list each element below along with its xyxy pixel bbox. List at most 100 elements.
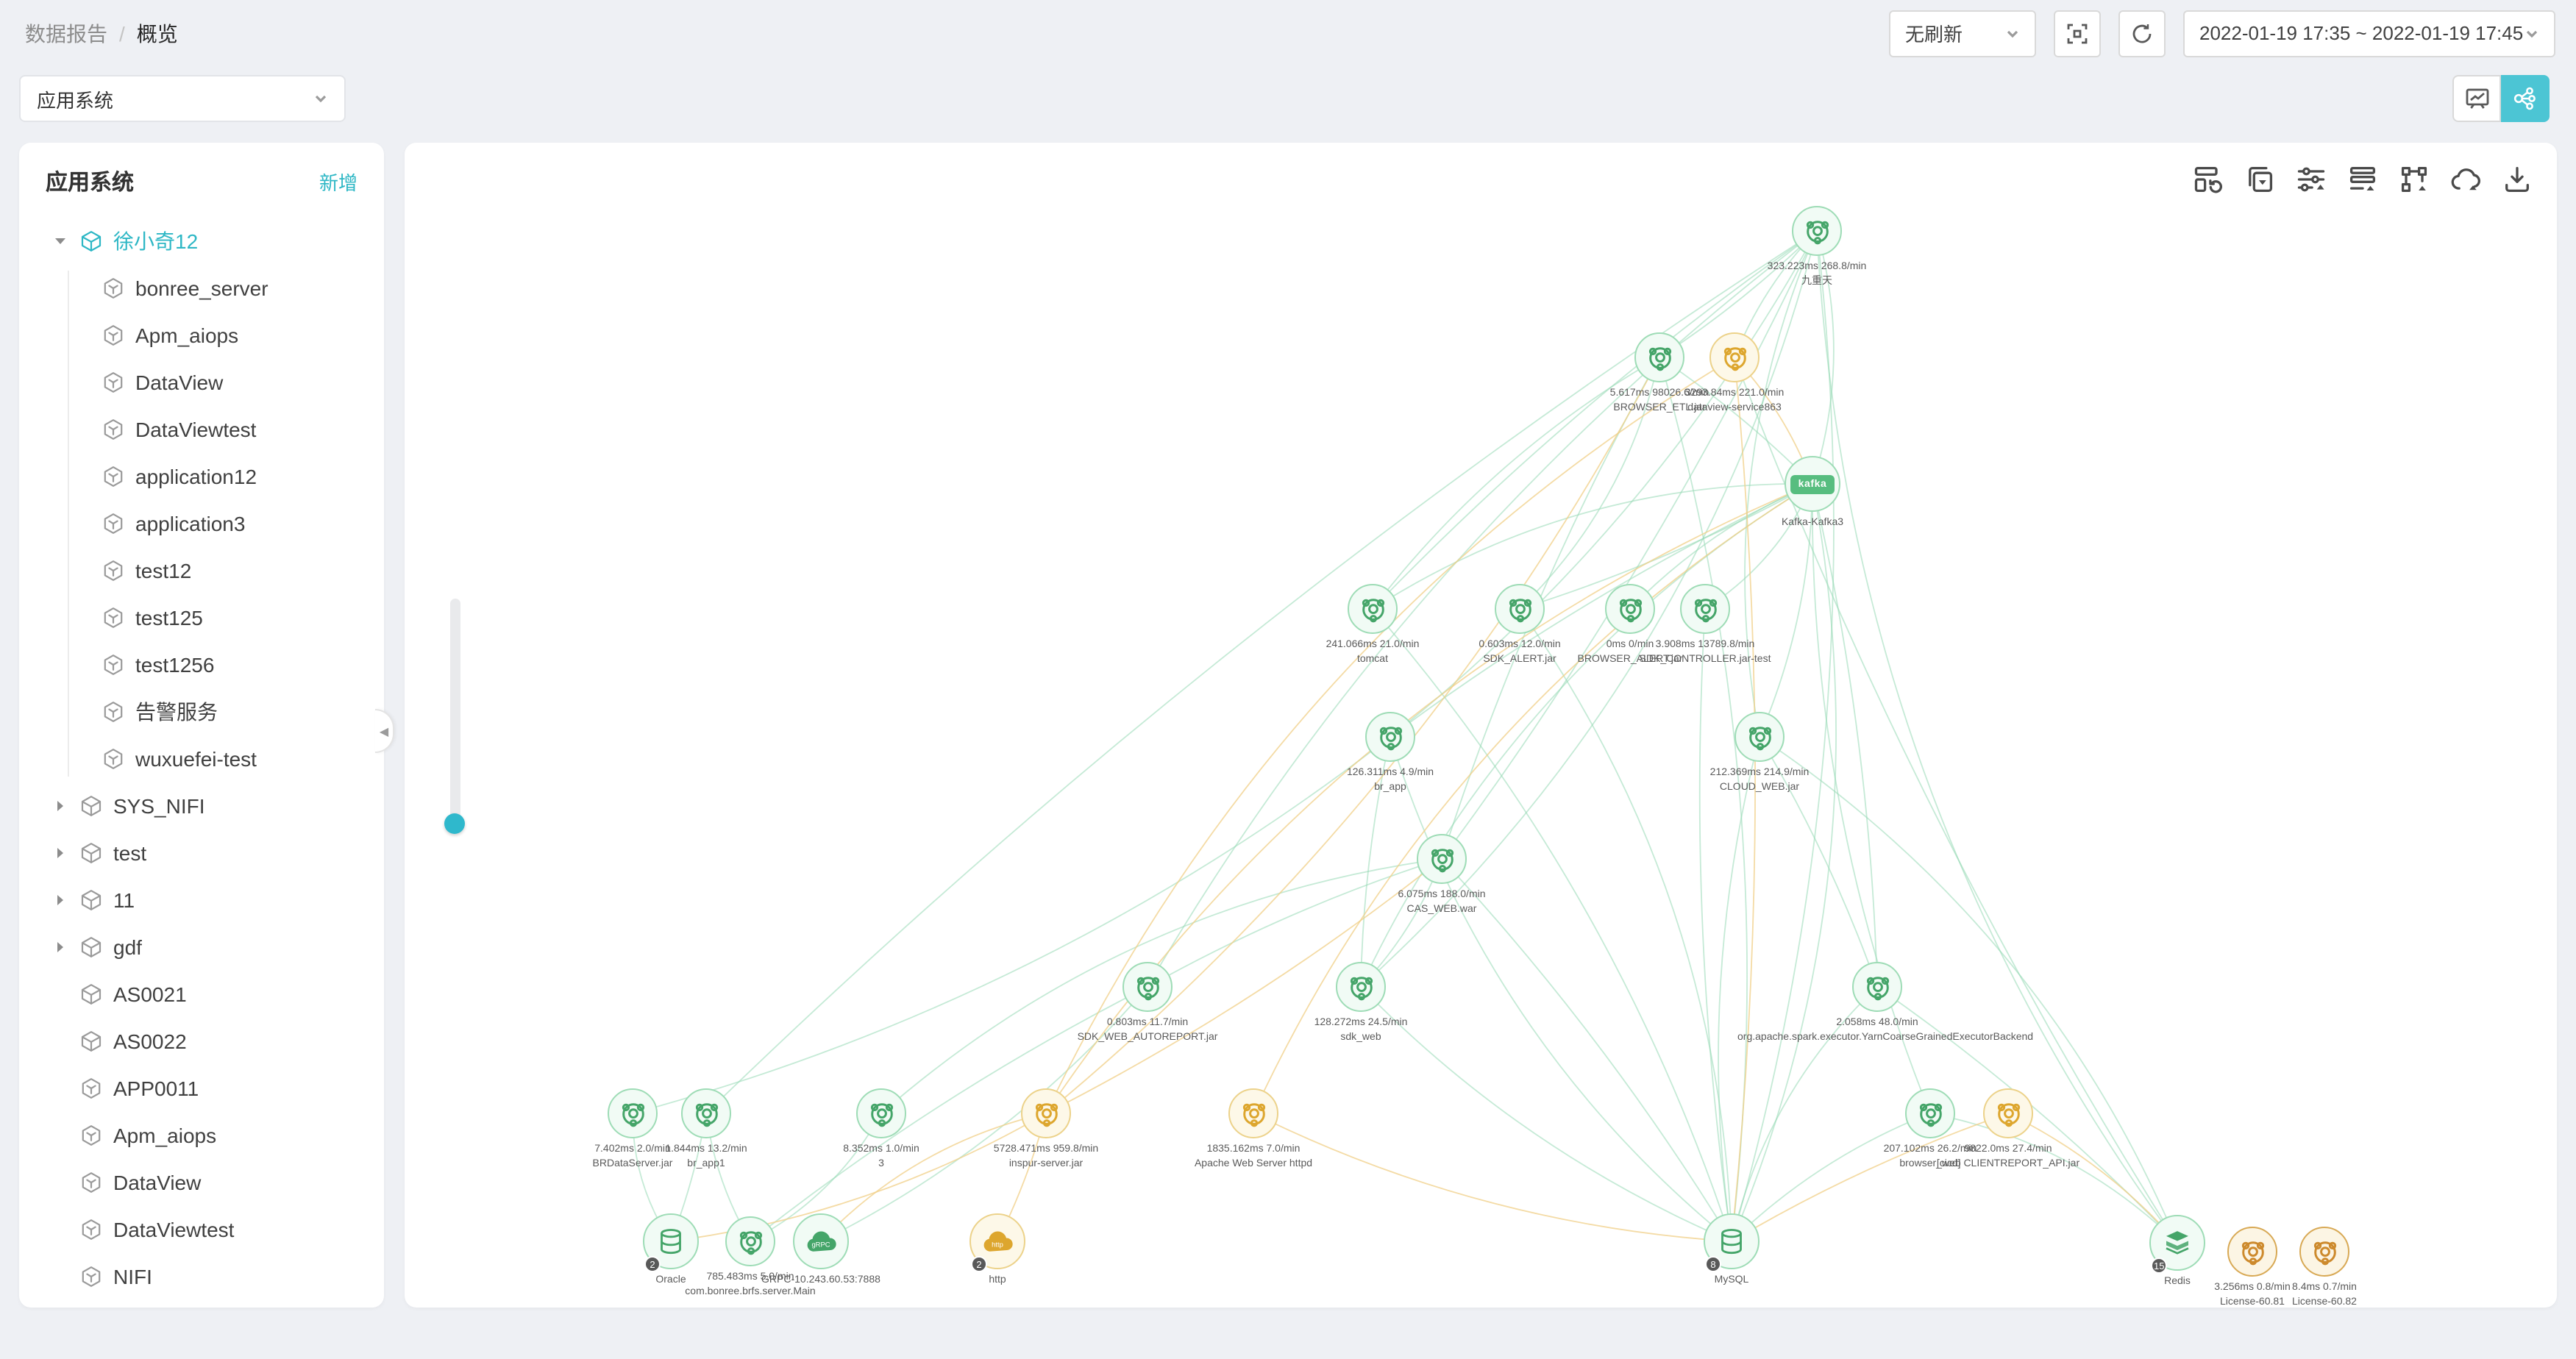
refresh-mode-select[interactable]: 无刷新 [1889, 10, 2036, 57]
edge-19-4 [1253, 483, 1813, 1114]
node-circle[interactable] [856, 1088, 906, 1138]
tree-item-AS0021[interactable]: AS0021 [19, 971, 384, 1018]
download-icon[interactable] [2501, 163, 2533, 196]
tree-item-label: wuxuefei-test [135, 747, 257, 771]
node-title: br_app [1374, 782, 1406, 793]
topology-canvas[interactable]: 323.223ms 268.8/min 九重天 5.617ms 98026.6/mi… [405, 143, 2557, 1308]
topology-view-button[interactable] [2501, 75, 2550, 122]
caret-right-icon[interactable] [51, 797, 69, 815]
breadcrumb-current: 概览 [136, 21, 178, 45]
tree-item-application12[interactable]: application12 [19, 1300, 384, 1308]
node-circle[interactable] [1905, 1088, 1955, 1138]
zoom-slider[interactable] [444, 599, 465, 849]
tree-item-SYS_NIFI[interactable]: SYS_NIFI [19, 782, 384, 830]
caret-right-icon[interactable] [51, 844, 69, 862]
node-circle[interactable] [725, 1216, 775, 1266]
node-circle[interactable] [2299, 1227, 2349, 1277]
tree-item-gdf[interactable]: gdf [19, 924, 384, 971]
system-icon [79, 888, 103, 912]
app-icon [102, 747, 125, 771]
layout-refresh-icon[interactable] [2192, 163, 2224, 196]
tree-item-test125[interactable]: test125 [19, 594, 384, 641]
tree-item-DataViewtest[interactable]: DataViewtest [19, 1206, 384, 1253]
tree-item-APP0011[interactable]: APP0011 [19, 1065, 384, 1112]
copy-dropdown-icon[interactable] [2244, 163, 2276, 196]
tree-item-label: SYS_NIFI [113, 794, 205, 818]
node-circle[interactable] [1417, 834, 1467, 884]
node-circle[interactable] [681, 1088, 731, 1138]
node-metrics: 128.272ms 24.5/min [1314, 1018, 1408, 1028]
app-icon [102, 371, 125, 394]
topology-nodes-icon[interactable] [2398, 163, 2430, 196]
breadcrumb-section[interactable]: 数据报告 [25, 21, 107, 45]
tree-item-告警服务[interactable]: 告警服务 [19, 688, 384, 735]
node-circle[interactable] [1734, 712, 1785, 762]
tree-item-Apm_aiops[interactable]: Apm_aiops [19, 1112, 384, 1159]
app-icon [102, 465, 125, 488]
node-circle[interactable] [2227, 1227, 2277, 1277]
edge-1-4 [1812, 230, 1835, 485]
tree-item-wuxuefei-test[interactable]: wuxuefei-test [19, 735, 384, 782]
node-label: 0.803ms 11.7/min SDK_WEB_AUTOREPORT.jar [1008, 1016, 1287, 1046]
list-rows-icon[interactable] [2346, 163, 2379, 196]
tree-item-徐小奇12[interactable]: 徐小奇12 [19, 218, 384, 265]
system-type-select[interactable]: 应用系统 [19, 75, 346, 122]
tree-item-DataView[interactable]: DataView [19, 1159, 384, 1206]
node-circle[interactable] [1704, 1213, 1760, 1269]
filter-settings-icon[interactable] [2295, 163, 2327, 196]
caret-right-icon[interactable] [51, 891, 69, 909]
tree-item-AS0022[interactable]: AS0022 [19, 1018, 384, 1065]
node-title: Kafka-Kafka3 [1781, 518, 1844, 528]
tree-item-DataView[interactable]: DataView [19, 359, 384, 406]
node-circle[interactable]: kafka [1785, 456, 1840, 512]
node-circle[interactable] [1365, 712, 1415, 762]
zoom-slider-track[interactable] [450, 599, 460, 822]
chart-view-button[interactable] [2452, 75, 2501, 122]
sidebar-collapse-handle[interactable]: ◀ [375, 709, 394, 753]
tree-item-Apm_aiops[interactable]: Apm_aiops [19, 312, 384, 359]
node-circle[interactable] [1605, 584, 1655, 634]
add-system-link[interactable]: 新增 [319, 172, 357, 194]
node-circle[interactable] [1634, 332, 1684, 382]
caret-down-icon[interactable] [51, 232, 69, 250]
node-title: Oracle [655, 1275, 686, 1285]
tree-item-11[interactable]: 11 [19, 877, 384, 924]
node-circle[interactable] [1983, 1088, 2033, 1138]
node-circle[interactable] [1228, 1088, 1278, 1138]
tree-item-application3[interactable]: application3 [19, 500, 384, 547]
tree-item-test12[interactable]: test12 [19, 547, 384, 594]
tree-item-application12[interactable]: application12 [19, 453, 384, 500]
node-circle[interactable] [608, 1088, 658, 1138]
node-circle[interactable] [1852, 962, 1902, 1012]
node-circle[interactable] [1709, 332, 1760, 382]
node-metrics: 785.483ms 5.0/min [706, 1272, 794, 1283]
refresh-button[interactable] [2118, 10, 2166, 57]
zoom-slider-knob[interactable] [444, 813, 465, 834]
node-circle[interactable] [1336, 962, 1386, 1012]
tree-item-DataViewtest[interactable]: DataViewtest [19, 406, 384, 453]
tree-item-test1256[interactable]: test1256 [19, 641, 384, 688]
node-count-badge: 15 [2151, 1258, 2168, 1274]
node-circle[interactable] [1021, 1088, 1071, 1138]
node-metrics: 1835.162ms 7.0/min [1206, 1144, 1301, 1155]
tree-item-label: test125 [135, 606, 203, 629]
node-circle[interactable]: gRPC [793, 1213, 849, 1269]
edge-1-9 [1390, 230, 1818, 738]
node-circle[interactable] [1792, 206, 1842, 256]
time-range-picker[interactable]: 2022-01-19 17:35 ~ 2022-01-19 17:45 [2183, 10, 2555, 57]
node-label: 9822.0ms 27.4/min [cicd] CLIENTREPORT_API… [1868, 1143, 2148, 1172]
tree-item-test[interactable]: test [19, 830, 384, 877]
caret-right-icon[interactable] [51, 938, 69, 956]
tree-item-bonree_server[interactable]: bonree_server [19, 265, 384, 312]
node-circle[interactable] [1348, 584, 1398, 634]
edge-4-10 [1759, 483, 1813, 738]
tree-item-NIFI[interactable]: NIFI [19, 1253, 384, 1300]
cloud-dropdown-icon[interactable] [2449, 163, 2482, 196]
tree-item-label: APP0011 [113, 1077, 199, 1100]
node-circle[interactable] [1495, 584, 1545, 634]
node-circle[interactable] [1122, 962, 1173, 1012]
fullscreen-button[interactable] [2054, 10, 2101, 57]
edge-9-13 [1360, 736, 1391, 988]
node-label: Oracle [531, 1274, 811, 1288]
node-circle[interactable] [1680, 584, 1730, 634]
